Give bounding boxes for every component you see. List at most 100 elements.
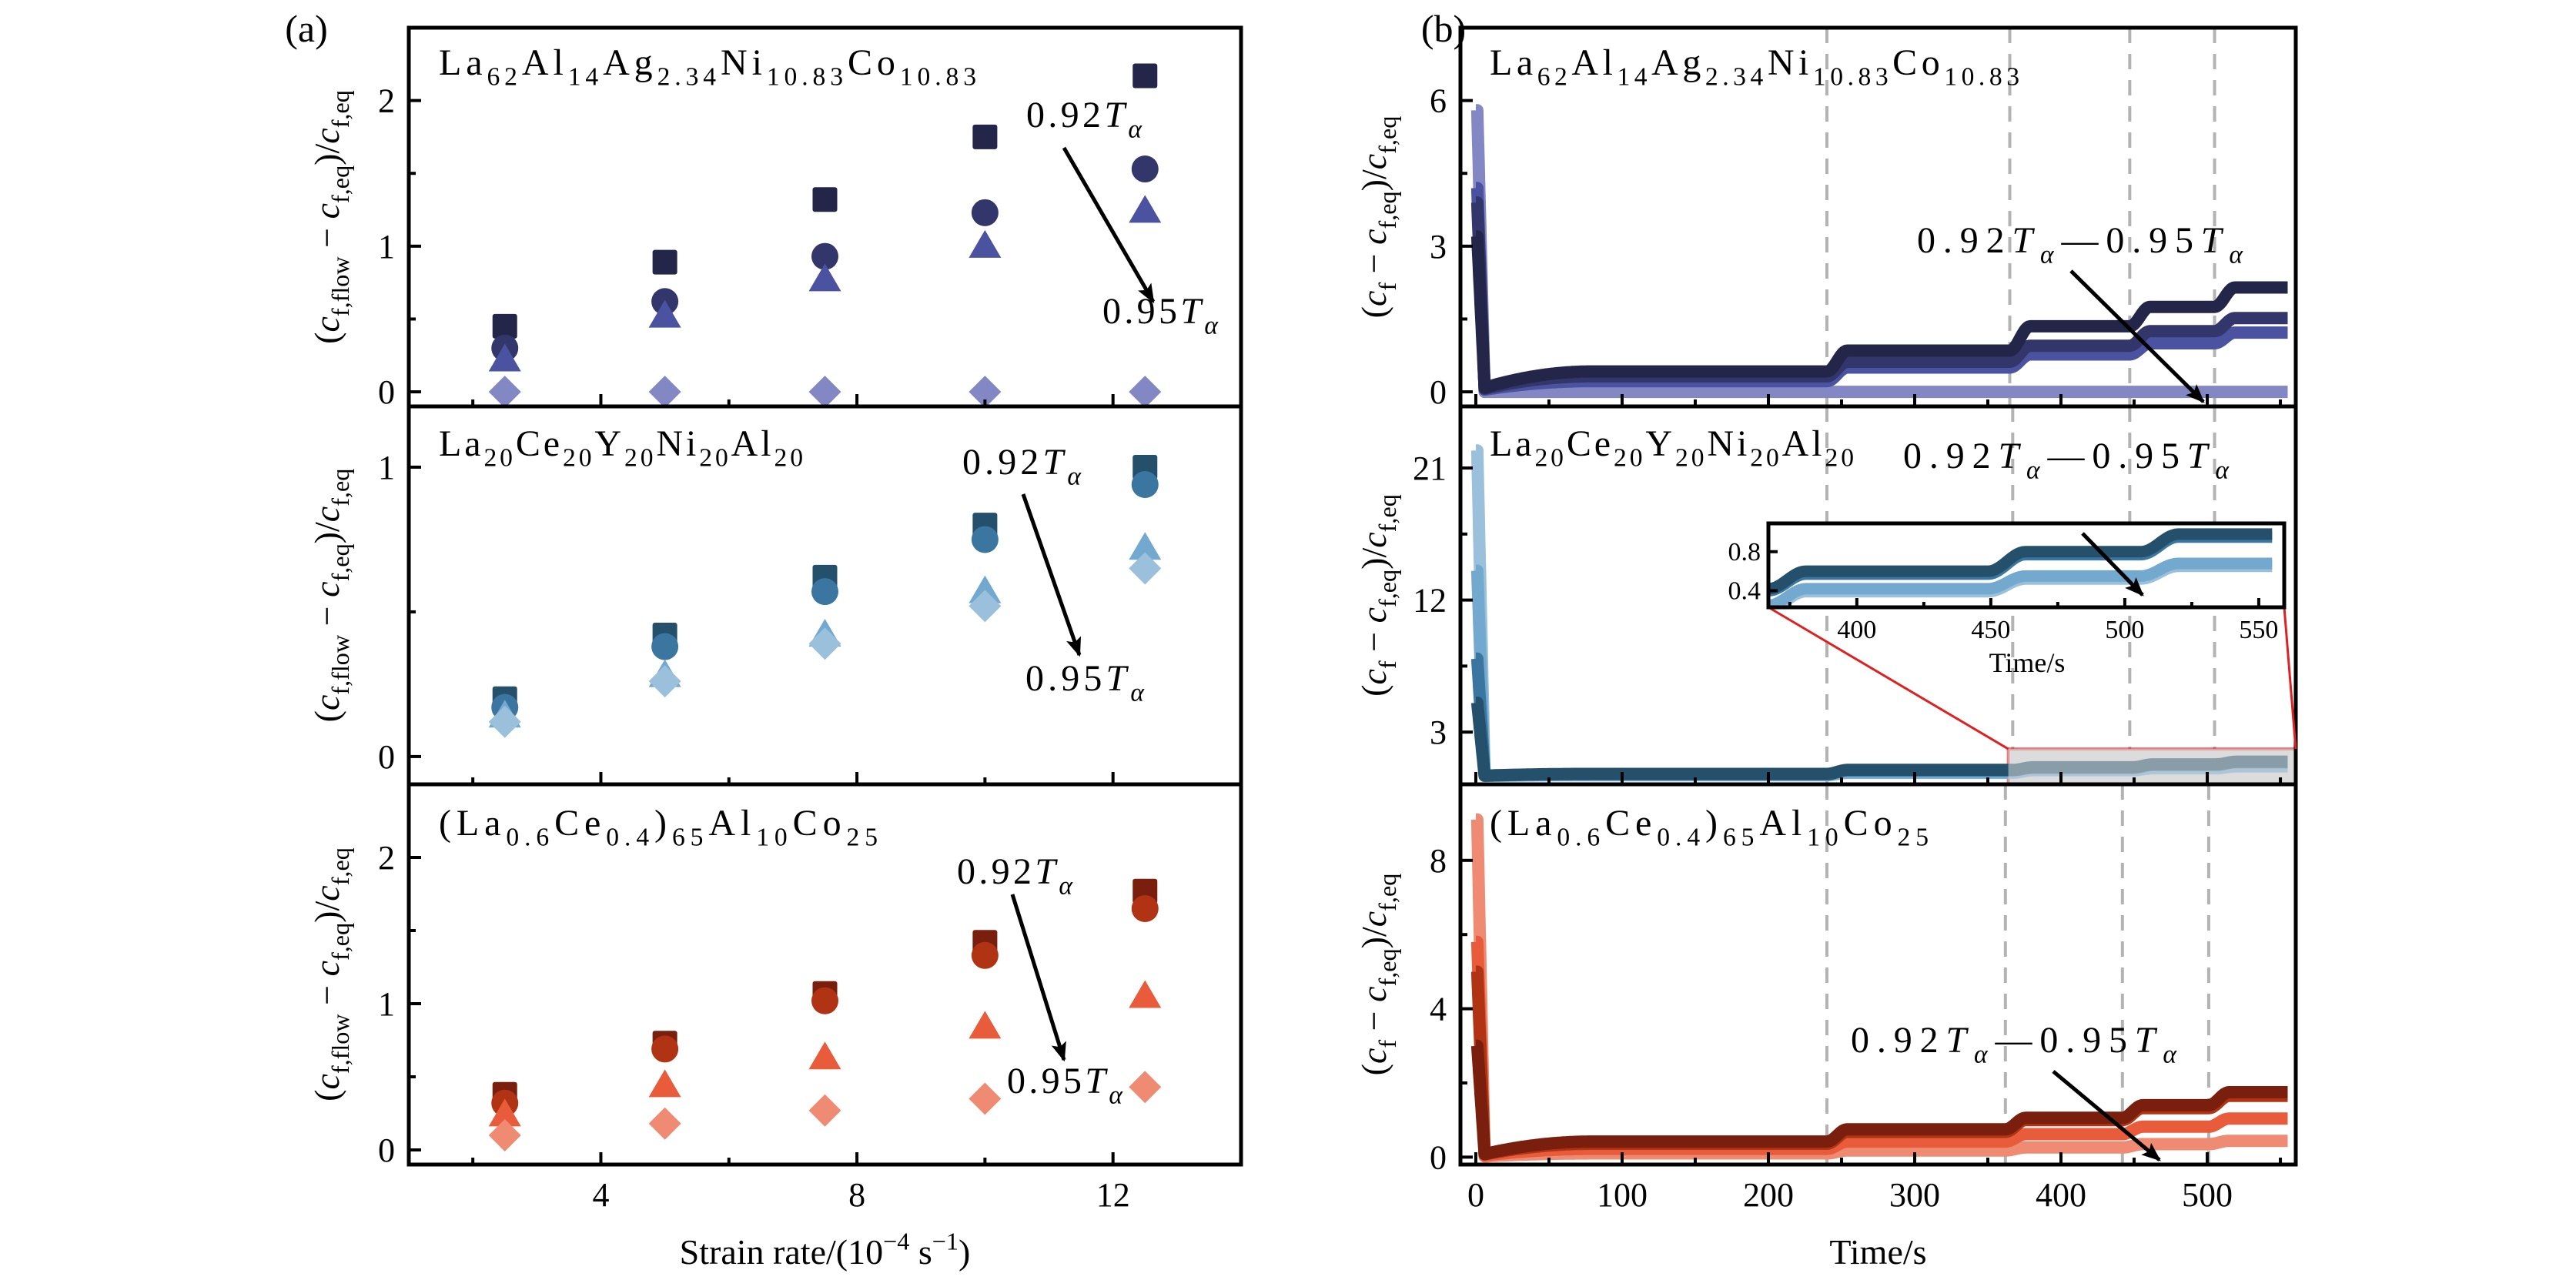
triangle-marker (488, 343, 521, 372)
y-axis-label-part: f (1373, 1040, 1401, 1048)
composition-label-part: 20 (774, 443, 803, 472)
y-axis-label-part: − (307, 219, 346, 256)
composition-label: La 20Ce 20Y 20Ni 20Al 20 (1490, 423, 1854, 472)
composition-label-part: Y (594, 423, 621, 464)
circle-marker (811, 987, 838, 1014)
composition-label-part: 14 (1617, 62, 1647, 91)
temperature-annotation-part: α (2040, 240, 2055, 269)
y-axis-label-part: − (1354, 623, 1393, 660)
composition-label-part: 20 (1825, 443, 1854, 472)
inset-plot-area (1768, 528, 2273, 607)
inset-series-line (1768, 528, 2273, 595)
diamond-marker (808, 627, 841, 660)
temperature-annotation-part: 0.92 (1903, 436, 1991, 476)
y-axis-label: (cf,flow − cf,eq)/cf,eq (307, 90, 354, 344)
y-axis-label-part: f (1373, 282, 1401, 291)
y-axis-label-part: f,eq (326, 847, 354, 885)
circle-marker (971, 199, 999, 226)
inset-chart: 400 450 500 550 0.4 0.8 Time/s (1728, 521, 2287, 678)
diamond-marker (808, 1094, 841, 1127)
composition-label-part: Al (1782, 423, 1822, 464)
temperature-annotation-part: T (1035, 851, 1058, 892)
x-axis-label-part: −4 (883, 1228, 909, 1255)
plot-area (488, 878, 1162, 1151)
y-axis-label-part: − (307, 597, 346, 635)
y-axis-label-part: c (307, 316, 346, 332)
temperature-annotation-part: T (2201, 220, 2224, 261)
x-axis-label-part: Strain rate/(10 (680, 1232, 883, 1272)
y-axis-label-part: f,flow (326, 634, 354, 695)
temperature-annotation-part: T (2012, 220, 2035, 261)
x-axis-label-part: Time/s (1829, 1232, 1926, 1272)
trend-arrow (2052, 1070, 2161, 1161)
y-axis-label-part: )/ (307, 522, 346, 543)
composition-label-part: 25 (1897, 823, 1929, 851)
composition-label-part: Ce (554, 803, 601, 844)
temperature-annotation-part: —0.95 (2061, 220, 2193, 261)
y-axis-label: (cf − cf,eq)/cf,eq (1354, 494, 1401, 697)
inset-x-tick-label: 550 (2239, 616, 2278, 644)
y-axis-label-part: ( (1354, 1064, 1393, 1075)
y-tick-label: 0 (1430, 373, 1447, 411)
composition-label-part: Al (1571, 42, 1613, 83)
y-axis-label-part: c (1354, 154, 1393, 169)
temperature-annotation-part: T (1998, 436, 2021, 476)
composition-label-part: 0.6 (1557, 823, 1600, 851)
y-axis-label: (cf,flow − cf,eq)/cf,eq (307, 469, 354, 723)
diamond-marker (488, 1119, 521, 1151)
temperature-annotation-part: T (1106, 658, 1129, 699)
composition-label-part: La (439, 423, 481, 464)
composition-label-part: 10.83 (767, 62, 843, 91)
y-axis-label-part: f,eq (326, 90, 354, 128)
y-tick-label: 21 (1413, 450, 1447, 487)
y-axis-label: (cf − cf,eq)/cf,eq (1354, 116, 1401, 319)
x-axis-label-part: s (909, 1232, 932, 1272)
circle-marker (651, 1035, 679, 1063)
composition-label-part: Ce (1605, 803, 1651, 844)
temperature-annotation-part: 0.92 (1851, 1020, 1939, 1061)
composition-label-part: 62 (487, 62, 517, 91)
temperature-annotation-part: 0.92 (1917, 220, 2005, 261)
composition-label-part: La (1490, 42, 1533, 83)
composition-label: La 62 Al 14 Ag 2.34 Ni 10.83 Co 10.83 (439, 42, 976, 91)
y-axis-label-part: c (307, 128, 346, 143)
composition-label-part: Co (848, 42, 895, 83)
composition-label-part: 10.83 (1813, 62, 1889, 91)
y-axis-label-part: )/ (1354, 927, 1393, 948)
triangle-marker (1129, 532, 1162, 560)
composition-label-part: 2.34 (1705, 62, 1764, 91)
composition-label-part: Al (731, 423, 771, 464)
composition-label: (La 0.6 Ce 0.4) 65 Al 10 Co 25 (439, 803, 878, 851)
trend-arrow (1010, 894, 1066, 1062)
composition-label-part: 20 (699, 443, 728, 472)
triangle-marker (969, 575, 1002, 603)
y-axis-label-part: f,flow (326, 256, 354, 317)
inset-x-axis-label-part: Time/s (1989, 647, 2066, 678)
composition-label-part: Co (793, 803, 841, 844)
y-axis-label-part: c (1354, 291, 1393, 306)
x-tick-label: 100 (1597, 1176, 1648, 1214)
x-tick-label: 0 (1467, 1176, 1484, 1214)
trend-arrow (1062, 146, 1156, 304)
y-axis-label: (cf − cf,eq)/cf,eq (1354, 874, 1401, 1076)
y-axis-label-part: )/ (1354, 169, 1393, 191)
composition-label-part: 62 (1537, 62, 1567, 91)
composition-label-part: 10 (1807, 823, 1838, 851)
diamond-marker (1129, 552, 1162, 585)
triangle-marker (808, 263, 841, 292)
temperature-annotation-part: —0.95 (1995, 1020, 2127, 1061)
plot-area (1470, 104, 2293, 399)
temperature-annotation-part: T (2135, 1020, 2158, 1061)
y-axis-label-part: c (1354, 911, 1393, 927)
y-tick-label: 8 (1430, 842, 1447, 880)
circle-marker (1131, 895, 1159, 922)
x-tick-label: 12 (1096, 1176, 1130, 1214)
